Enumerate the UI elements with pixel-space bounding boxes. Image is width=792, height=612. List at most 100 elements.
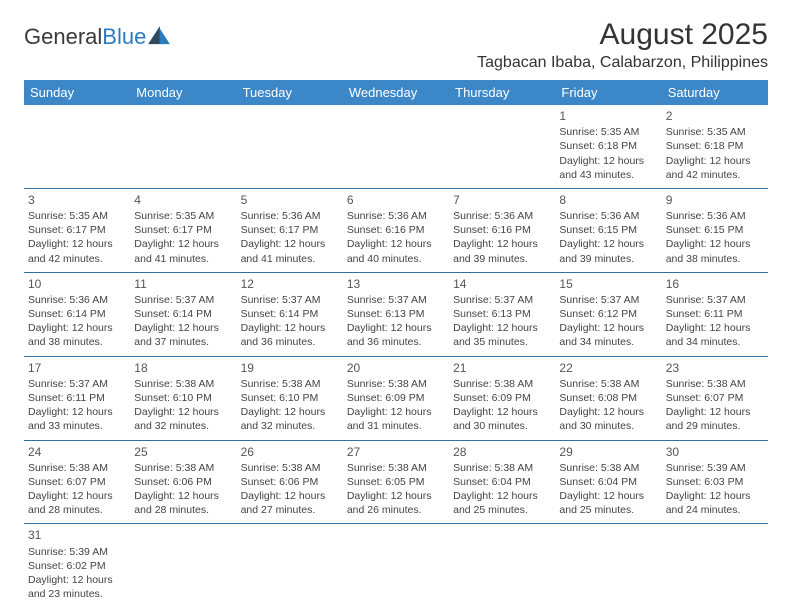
- sunset-line: Sunset: 6:12 PM: [559, 307, 657, 321]
- sunset-line: Sunset: 6:16 PM: [453, 223, 551, 237]
- calendar-row: 10Sunrise: 5:36 AMSunset: 6:14 PMDayligh…: [24, 272, 768, 356]
- sunrise-line: Sunrise: 5:38 AM: [453, 377, 551, 391]
- sunrise-line: Sunrise: 5:37 AM: [134, 293, 232, 307]
- day-number: 31: [28, 527, 126, 543]
- daylight-line: Daylight: 12 hours and 38 minutes.: [28, 321, 126, 349]
- day-number: 2: [666, 108, 764, 124]
- day-cell-29: 29Sunrise: 5:38 AMSunset: 6:04 PMDayligh…: [555, 440, 661, 524]
- sunrise-line: Sunrise: 5:35 AM: [134, 209, 232, 223]
- sunrise-line: Sunrise: 5:38 AM: [453, 461, 551, 475]
- day-number: 25: [134, 444, 232, 460]
- day-number: 29: [559, 444, 657, 460]
- empty-cell: [237, 524, 343, 607]
- sunrise-line: Sunrise: 5:36 AM: [241, 209, 339, 223]
- sunrise-line: Sunrise: 5:37 AM: [347, 293, 445, 307]
- day-cell-26: 26Sunrise: 5:38 AMSunset: 6:06 PMDayligh…: [237, 440, 343, 524]
- daylight-line: Daylight: 12 hours and 25 minutes.: [453, 489, 551, 517]
- daylight-line: Daylight: 12 hours and 28 minutes.: [28, 489, 126, 517]
- empty-cell: [130, 105, 236, 188]
- day-cell-22: 22Sunrise: 5:38 AMSunset: 6:08 PMDayligh…: [555, 356, 661, 440]
- day-cell-17: 17Sunrise: 5:37 AMSunset: 6:11 PMDayligh…: [24, 356, 130, 440]
- calendar-body: 1Sunrise: 5:35 AMSunset: 6:18 PMDaylight…: [24, 105, 768, 607]
- empty-cell: [24, 105, 130, 188]
- daylight-line: Daylight: 12 hours and 25 minutes.: [559, 489, 657, 517]
- sunrise-line: Sunrise: 5:39 AM: [28, 545, 126, 559]
- sunrise-line: Sunrise: 5:38 AM: [559, 461, 657, 475]
- daylight-line: Daylight: 12 hours and 38 minutes.: [666, 237, 764, 265]
- day-number: 20: [347, 360, 445, 376]
- day-number: 23: [666, 360, 764, 376]
- calendar-row: 31Sunrise: 5:39 AMSunset: 6:02 PMDayligh…: [24, 524, 768, 607]
- sunset-line: Sunset: 6:14 PM: [28, 307, 126, 321]
- sunset-line: Sunset: 6:09 PM: [347, 391, 445, 405]
- sunset-line: Sunset: 6:05 PM: [347, 475, 445, 489]
- sunrise-line: Sunrise: 5:38 AM: [347, 461, 445, 475]
- sunrise-line: Sunrise: 5:37 AM: [559, 293, 657, 307]
- empty-cell: [449, 105, 555, 188]
- sunset-line: Sunset: 6:07 PM: [666, 391, 764, 405]
- sunrise-line: Sunrise: 5:37 AM: [28, 377, 126, 391]
- daylight-line: Daylight: 12 hours and 33 minutes.: [28, 405, 126, 433]
- sunrise-line: Sunrise: 5:39 AM: [666, 461, 764, 475]
- daylight-line: Daylight: 12 hours and 36 minutes.: [347, 321, 445, 349]
- day-cell-30: 30Sunrise: 5:39 AMSunset: 6:03 PMDayligh…: [662, 440, 768, 524]
- day-number: 10: [28, 276, 126, 292]
- sunset-line: Sunset: 6:10 PM: [134, 391, 232, 405]
- daylight-line: Daylight: 12 hours and 37 minutes.: [134, 321, 232, 349]
- day-number: 1: [559, 108, 657, 124]
- col-header-tuesday: Tuesday: [237, 80, 343, 105]
- sunrise-line: Sunrise: 5:38 AM: [28, 461, 126, 475]
- day-number: 21: [453, 360, 551, 376]
- day-cell-18: 18Sunrise: 5:38 AMSunset: 6:10 PMDayligh…: [130, 356, 236, 440]
- day-cell-10: 10Sunrise: 5:36 AMSunset: 6:14 PMDayligh…: [24, 272, 130, 356]
- col-header-thursday: Thursday: [449, 80, 555, 105]
- sunrise-line: Sunrise: 5:38 AM: [666, 377, 764, 391]
- empty-cell: [343, 524, 449, 607]
- sunrise-line: Sunrise: 5:35 AM: [559, 125, 657, 139]
- sunset-line: Sunset: 6:13 PM: [453, 307, 551, 321]
- day-cell-9: 9Sunrise: 5:36 AMSunset: 6:15 PMDaylight…: [662, 188, 768, 272]
- sunset-line: Sunset: 6:09 PM: [453, 391, 551, 405]
- day-cell-8: 8Sunrise: 5:36 AMSunset: 6:15 PMDaylight…: [555, 188, 661, 272]
- daylight-line: Daylight: 12 hours and 24 minutes.: [666, 489, 764, 517]
- sunrise-line: Sunrise: 5:37 AM: [241, 293, 339, 307]
- sunrise-line: Sunrise: 5:36 AM: [453, 209, 551, 223]
- day-cell-3: 3Sunrise: 5:35 AMSunset: 6:17 PMDaylight…: [24, 188, 130, 272]
- day-cell-23: 23Sunrise: 5:38 AMSunset: 6:07 PMDayligh…: [662, 356, 768, 440]
- daylight-line: Daylight: 12 hours and 29 minutes.: [666, 405, 764, 433]
- sunset-line: Sunset: 6:17 PM: [28, 223, 126, 237]
- calendar-header-row: SundayMondayTuesdayWednesdayThursdayFrid…: [24, 80, 768, 105]
- col-header-wednesday: Wednesday: [343, 80, 449, 105]
- day-number: 8: [559, 192, 657, 208]
- day-number: 22: [559, 360, 657, 376]
- sunset-line: Sunset: 6:10 PM: [241, 391, 339, 405]
- day-cell-31: 31Sunrise: 5:39 AMSunset: 6:02 PMDayligh…: [24, 524, 130, 607]
- daylight-line: Daylight: 12 hours and 34 minutes.: [666, 321, 764, 349]
- sunset-line: Sunset: 6:14 PM: [241, 307, 339, 321]
- logo-sail-icon: [148, 26, 170, 46]
- title-block: August 2025 Tagbacan Ibaba, Calabarzon, …: [477, 18, 768, 72]
- calendar-row: 1Sunrise: 5:35 AMSunset: 6:18 PMDaylight…: [24, 105, 768, 188]
- day-number: 19: [241, 360, 339, 376]
- day-cell-14: 14Sunrise: 5:37 AMSunset: 6:13 PMDayligh…: [449, 272, 555, 356]
- sunrise-line: Sunrise: 5:38 AM: [134, 377, 232, 391]
- empty-cell: [449, 524, 555, 607]
- empty-cell: [662, 524, 768, 607]
- sunset-line: Sunset: 6:11 PM: [666, 307, 764, 321]
- empty-cell: [130, 524, 236, 607]
- calendar-row: 3Sunrise: 5:35 AMSunset: 6:17 PMDaylight…: [24, 188, 768, 272]
- daylight-line: Daylight: 12 hours and 42 minutes.: [28, 237, 126, 265]
- sunset-line: Sunset: 6:18 PM: [666, 139, 764, 153]
- daylight-line: Daylight: 12 hours and 36 minutes.: [241, 321, 339, 349]
- day-number: 13: [347, 276, 445, 292]
- daylight-line: Daylight: 12 hours and 31 minutes.: [347, 405, 445, 433]
- sunset-line: Sunset: 6:17 PM: [241, 223, 339, 237]
- day-number: 15: [559, 276, 657, 292]
- col-header-sunday: Sunday: [24, 80, 130, 105]
- sunrise-line: Sunrise: 5:38 AM: [241, 377, 339, 391]
- day-number: 12: [241, 276, 339, 292]
- sunset-line: Sunset: 6:02 PM: [28, 559, 126, 573]
- sunset-line: Sunset: 6:11 PM: [28, 391, 126, 405]
- col-header-monday: Monday: [130, 80, 236, 105]
- day-cell-11: 11Sunrise: 5:37 AMSunset: 6:14 PMDayligh…: [130, 272, 236, 356]
